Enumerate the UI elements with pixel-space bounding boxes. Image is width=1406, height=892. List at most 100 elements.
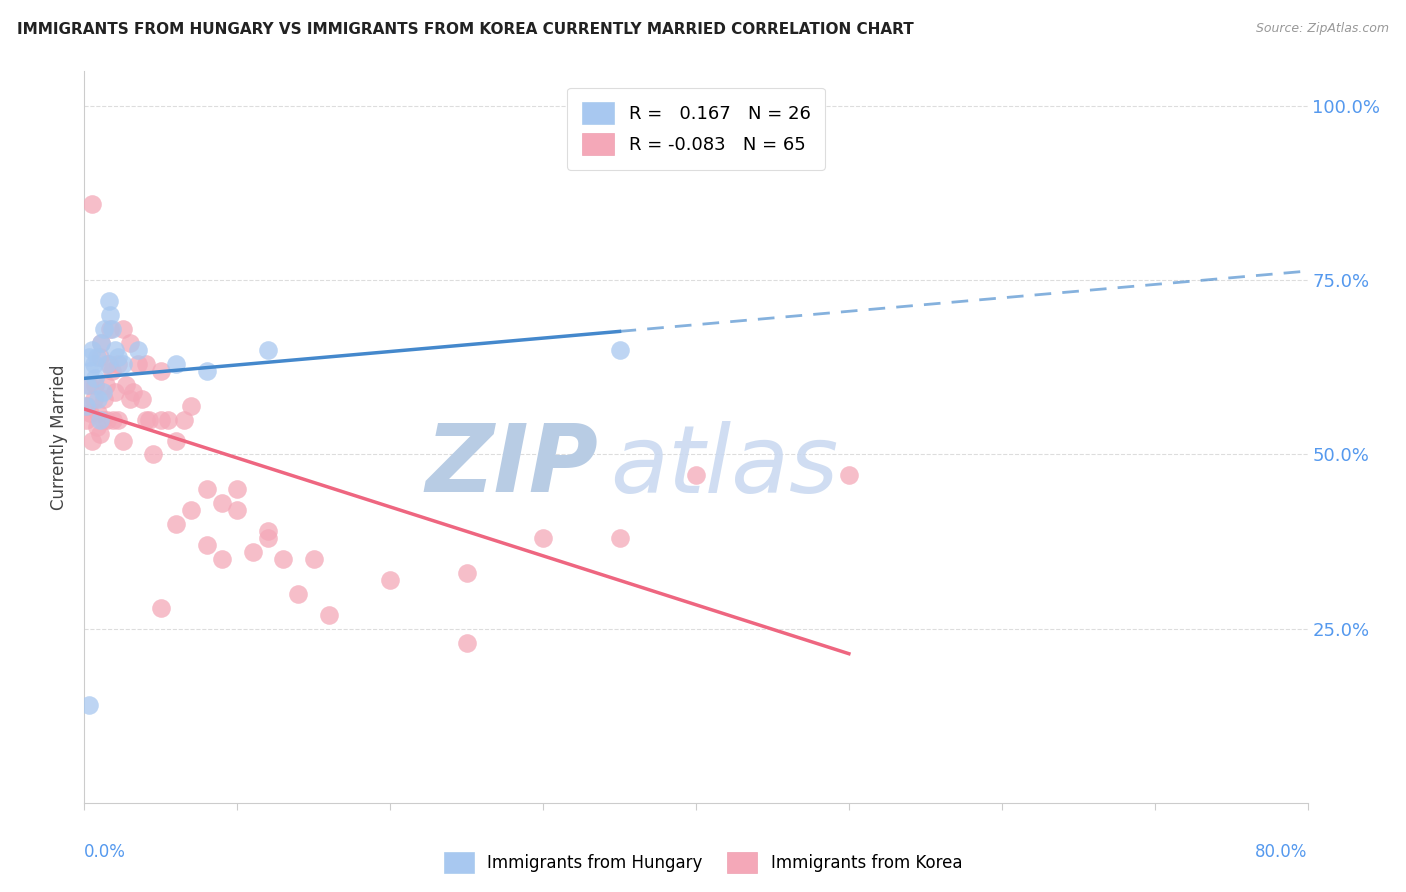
Point — [838, 468, 860, 483]
Point — [180, 503, 202, 517]
Point — [77, 350, 100, 364]
Text: IMMIGRANTS FROM HUNGARY VS IMMIGRANTS FROM KOREA CURRENTLY MARRIED CORRELATION C: IMMIGRANTS FROM HUNGARY VS IMMIGRANTS FR… — [17, 22, 914, 37]
Point — [94, 377, 117, 392]
Point — [80, 196, 103, 211]
Point — [104, 384, 127, 399]
Point — [127, 357, 149, 371]
Point — [93, 322, 115, 336]
Point — [96, 357, 118, 371]
Point — [685, 468, 707, 483]
Point — [531, 531, 554, 545]
Point — [318, 607, 340, 622]
Point — [89, 412, 111, 426]
Point — [120, 336, 142, 351]
Point — [609, 531, 631, 545]
Point — [89, 426, 111, 441]
Point — [257, 343, 280, 357]
Point — [302, 552, 325, 566]
Point — [242, 545, 264, 559]
Point — [91, 412, 114, 426]
Point — [93, 392, 115, 406]
Point — [380, 573, 402, 587]
Point — [76, 399, 98, 413]
Point — [97, 294, 120, 309]
Point — [257, 524, 280, 538]
Point — [90, 336, 112, 351]
Point — [609, 343, 631, 357]
Point — [87, 406, 110, 420]
Text: 80.0%: 80.0% — [1256, 843, 1308, 861]
Point — [76, 377, 98, 392]
Point — [98, 322, 121, 336]
Text: Source: ZipAtlas.com: Source: ZipAtlas.com — [1256, 22, 1389, 36]
Point — [142, 448, 165, 462]
Point — [135, 412, 157, 426]
Point — [127, 343, 149, 357]
Point — [149, 412, 172, 426]
Point — [111, 357, 134, 371]
Text: ZIP: ZIP — [425, 420, 598, 512]
Text: 0.0%: 0.0% — [84, 843, 127, 861]
Point — [79, 406, 101, 420]
Point — [257, 531, 280, 545]
Point — [287, 587, 309, 601]
Point — [83, 392, 105, 406]
Point — [80, 343, 103, 357]
Point — [120, 392, 142, 406]
Point — [90, 336, 112, 351]
Point — [135, 357, 157, 371]
Point — [226, 483, 249, 497]
Point — [107, 350, 129, 364]
Point — [195, 538, 218, 552]
Text: atlas: atlas — [610, 421, 838, 512]
Point — [97, 357, 120, 371]
Point — [77, 698, 100, 713]
Point — [111, 322, 134, 336]
Point — [271, 552, 294, 566]
Point — [77, 377, 100, 392]
Point — [103, 412, 125, 426]
Point — [114, 377, 136, 392]
Point — [456, 635, 478, 649]
Point — [104, 343, 127, 357]
Point — [83, 357, 105, 371]
Point — [456, 566, 478, 580]
Point — [101, 364, 124, 378]
Point — [84, 377, 107, 392]
Point — [101, 322, 124, 336]
Point — [195, 364, 218, 378]
Point — [211, 496, 233, 510]
Point — [157, 412, 180, 426]
Point — [165, 357, 187, 371]
Y-axis label: Currently Married: Currently Married — [51, 364, 69, 510]
Point — [86, 419, 108, 434]
Point — [211, 552, 233, 566]
Point — [98, 308, 121, 322]
Point — [75, 399, 97, 413]
Point — [122, 384, 145, 399]
Point — [165, 434, 187, 448]
Point — [96, 412, 118, 426]
Point — [149, 364, 172, 378]
Point — [173, 412, 195, 426]
Point — [75, 412, 97, 426]
Point — [111, 434, 134, 448]
Point — [80, 434, 103, 448]
Legend: Immigrants from Hungary, Immigrants from Korea: Immigrants from Hungary, Immigrants from… — [437, 846, 969, 880]
Point — [84, 371, 107, 385]
Point — [91, 384, 114, 399]
Point — [107, 357, 129, 371]
Point — [79, 364, 101, 378]
Point — [165, 517, 187, 532]
Point — [180, 399, 202, 413]
Point — [226, 503, 249, 517]
Point — [89, 350, 111, 364]
Legend: R =   0.167   N = 26, R = -0.083   N = 65: R = 0.167 N = 26, R = -0.083 N = 65 — [567, 87, 825, 169]
Point — [86, 350, 108, 364]
Point — [138, 412, 160, 426]
Point — [195, 483, 218, 497]
Point — [107, 412, 129, 426]
Point — [149, 600, 172, 615]
Point — [87, 392, 110, 406]
Point — [131, 392, 153, 406]
